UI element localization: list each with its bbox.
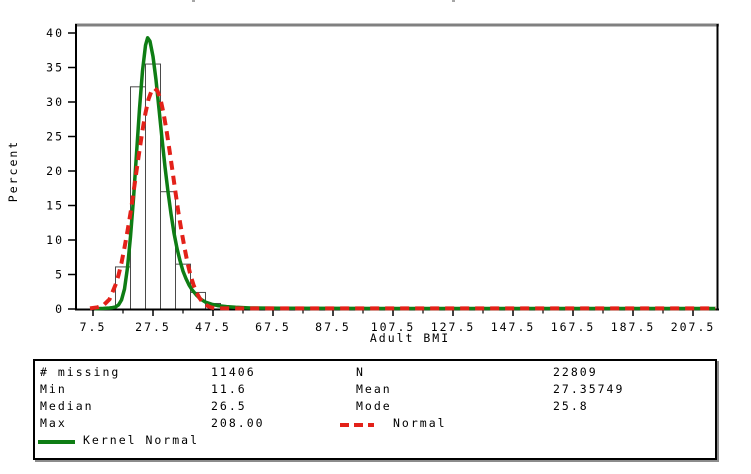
stat-value-missing: 11406 [211,365,256,379]
stat-value-min: 11.6 [211,382,247,396]
stat-value-mode: 25.8 [553,399,589,413]
stat-label-n: N [356,365,365,379]
legend-label-normal: Normal [393,416,447,430]
y-tick-label: 40 [46,26,64,40]
x-tick-label: 27.5 [135,320,171,334]
y-axis-title: Percent [6,140,20,202]
x-tick-label: 167.5 [551,320,596,334]
stat-label-mode: Mode [356,399,392,413]
stat-value-max: 208.00 [211,416,265,430]
x-axis-title: Adult BMI [370,331,450,345]
stat-label-mean: Mean [356,382,392,396]
x-tick-label: 207.5 [671,320,716,334]
stat-value-n: 22809 [553,365,598,379]
stat-label-missing: # missing [40,365,121,379]
y-tick-label: 5 [55,268,64,282]
y-tick-label: 20 [46,164,64,178]
x-tick-label: 67.5 [255,320,291,334]
stat-value-mean: 27.35749 [553,382,625,396]
y-tick-label: 0 [55,302,64,316]
axes: 0 5 10 15 20 25 30 35 40 7.5 27.5 47.5 67.5 87.5 107.5… [46,23,719,334]
y-tick-label: 25 [46,130,64,144]
y-tick-label: 30 [46,95,64,109]
stats-table: # missing 11406 Min 11.6 Median 26.5 Max… [33,359,717,460]
x-tick-label: 107.5 [371,320,416,334]
histogram-bar [160,191,176,310]
cropped-title-artifact [452,0,455,2]
x-tick-label: 127.5 [431,320,476,334]
stat-label-median: Median [40,399,94,413]
x-tick-label: 47.5 [195,320,231,334]
normal-curve-legend-swatch [340,423,374,427]
stat-label-min: Min [40,382,67,396]
x-tick-label: 147.5 [491,320,536,334]
y-tick-label: 15 [46,199,64,213]
x-tick-label: 7.5 [80,320,107,334]
stat-label-max: Max [40,416,67,430]
y-tick-label: 35 [46,61,64,75]
density-curves [89,36,716,311]
bmi-histogram-chart: 0 5 10 15 20 25 30 35 40 7.5 27.5 47.5 67.5 87.5 107.5… [6,23,719,345]
x-tick-label: 187.5 [611,320,656,334]
legend-label-kernel: Kernel Normal [83,433,200,447]
kernel-curve-legend-swatch [38,440,75,444]
cropped-title-artifact [192,0,195,2]
stat-value-median: 26.5 [211,399,247,413]
y-tick-label: 10 [46,233,64,247]
x-tick-label: 87.5 [315,320,351,334]
